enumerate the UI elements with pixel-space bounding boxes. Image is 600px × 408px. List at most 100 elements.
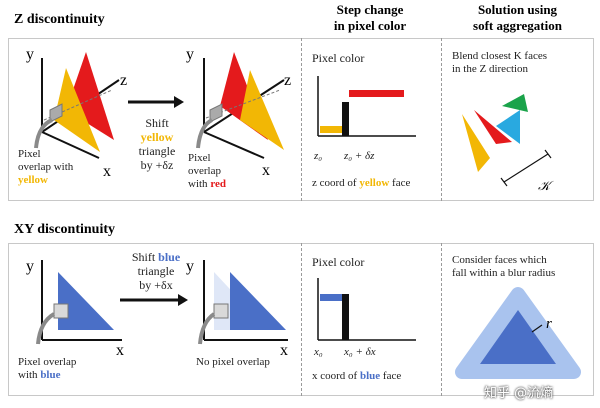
xy-shift-label: Shift blue triangle by +δx: [116, 250, 196, 292]
xy-soft-text: Consider faces which fall within a blur …: [452, 254, 555, 280]
z-panel2-x-axis: [203, 131, 265, 159]
z-step-tick0: z₀: [314, 150, 323, 162]
xy-step-xlabel-post: face: [380, 370, 402, 382]
z-panel1-x-label: x: [103, 163, 111, 180]
xy-panel1-callout: [36, 312, 56, 345]
z-soft-cyan-face: [496, 110, 520, 144]
z-divider-1: [301, 38, 302, 201]
z-divider-2: [441, 38, 442, 201]
xy-panel1-caption: Pixel overlap with blue: [18, 356, 76, 382]
xy-shift-l3: by +δx: [139, 278, 173, 292]
xy-divider-2: [441, 243, 442, 396]
xy-step-ylabel: Pixel color: [312, 255, 365, 269]
xy-soft-blue-triangle: [480, 310, 556, 364]
step-change-header: Step change in pixel color: [300, 2, 440, 34]
xy-soft-l2: fall within a blur radius: [452, 267, 556, 279]
xy-panel1-blue-triangle: [58, 272, 114, 330]
soft-aggregation-header: Solution using soft aggregation: [445, 2, 590, 34]
xy-panel1-caption-l2-pre: with: [18, 369, 41, 381]
z-panel1-yellow-triangle: [54, 68, 100, 152]
xy-panel2-callout: [198, 312, 216, 345]
xy-step-xlabel-pre: x coord of: [312, 370, 360, 382]
xy-panel2-pixel: [213, 303, 229, 319]
z-shift-l1: Shift: [145, 116, 169, 130]
z-shift-l3: triangle: [138, 144, 176, 158]
xy-panel2-blue-triangle: [230, 272, 286, 330]
z-step-red-level: [349, 90, 404, 97]
z-panel2-caption-l3-pre: with: [188, 178, 211, 190]
xy-step-plot: [317, 278, 416, 341]
z-soft-k-label: 𝒦: [538, 178, 551, 193]
z-panel2-x-label: x: [262, 162, 270, 179]
z-soft-diagram: [462, 94, 552, 187]
z-step-xlabel-col: yellow: [359, 177, 390, 189]
z-panel2-yellow-triangle: [240, 70, 284, 150]
z-step-xlabel-post: face: [389, 177, 411, 189]
xy-panel1-caption-l2-col: blue: [40, 369, 61, 381]
z-step-xlabel: z coord of yellow face: [312, 177, 410, 190]
xy-panel2-x-label: x: [280, 342, 288, 359]
z-soft-k-tick1: [500, 177, 508, 187]
xy-divider-1: [301, 243, 302, 396]
z-shift-arrow: [128, 96, 184, 108]
z-step-yellow-level: [320, 126, 342, 133]
z-panel1-pixel: [49, 103, 63, 123]
soft-aggregation-header-line1: Solution using: [477, 2, 558, 17]
z-soft-yellow-face: [462, 114, 490, 172]
xy-section-title: XY discontinuity: [14, 222, 116, 237]
xy-step-tick1: x₀ + δx: [344, 346, 376, 358]
z-panel1-caption-l1: Pixel: [18, 148, 41, 160]
xy-panel1-diagram: [36, 260, 122, 345]
xy-panel2-diagram: [198, 260, 288, 345]
z-shift-label: Shift yellow triangle by +δz: [122, 116, 192, 172]
xy-panel1-y-label: y: [26, 258, 34, 275]
z-panel1-caption-l2: overlap with: [18, 161, 74, 173]
z-panel2-caption: Pixel overlap with red: [188, 152, 226, 191]
xy-panel2-y-label: y: [186, 258, 194, 275]
z-soft-l2: in the Z direction: [452, 63, 529, 75]
z-panel2-pixel: [209, 103, 223, 123]
z-step-tick1: z₀ + δz: [344, 150, 375, 162]
z-section-title: Z discontinuity: [14, 12, 105, 27]
z-panel1-y-label: y: [26, 46, 34, 63]
xy-panel1-pixel: [53, 303, 69, 319]
z-panel1-caption-l3: yellow: [18, 174, 48, 186]
xy-panel2-caption: No pixel overlap: [196, 356, 270, 368]
z-panel2-caption-l2: overlap: [188, 165, 221, 177]
xy-panel1-x-label: x: [116, 342, 124, 359]
xy-soft-r-label: r: [546, 316, 552, 332]
z-step-ylabel: Pixel color: [312, 51, 365, 65]
z-panel2-z-label: z: [284, 72, 292, 89]
z-soft-red-face: [474, 110, 512, 144]
z-panel1-red-triangle: [66, 52, 114, 140]
z-panel1-callout: [34, 118, 53, 149]
z-panel1-diagram: [34, 52, 120, 159]
step-change-header-line1: Step change: [336, 2, 404, 17]
z-shift-l4: by +δz: [140, 158, 174, 172]
z-shift-l2: yellow: [140, 130, 174, 144]
xy-step-xlabel-col: blue: [359, 370, 381, 382]
z-panel2-y-label: y: [186, 46, 194, 63]
z-panel2-diagram: [196, 52, 285, 159]
z-soft-text: Blend closest K faces in the Z direction: [452, 50, 547, 76]
watermark: 知乎 @流熵: [484, 386, 554, 401]
z-panel2-callout: [196, 118, 214, 149]
z-panel1-caption: Pixel overlap with yellow: [18, 148, 73, 187]
z-soft-k-tick2: [544, 149, 552, 159]
soft-aggregation-header-line2: soft aggregation: [473, 18, 562, 33]
z-panel1-z-label: z: [120, 72, 128, 89]
z-soft-green-face: [502, 94, 528, 112]
z-step-black-bar: [342, 102, 349, 136]
xy-step-tick0: x₀: [314, 346, 323, 358]
xy-shift-l2: triangle: [137, 264, 175, 278]
xy-step-blue-level: [320, 294, 342, 301]
xy-soft-diagram: [455, 287, 581, 379]
step-change-header-line2: in pixel color: [333, 18, 407, 33]
xy-soft-l1: Consider faces which: [452, 254, 547, 266]
xy-soft-radius-line: [531, 324, 543, 333]
z-step-plot: [317, 76, 416, 137]
z-panel2-ray: [205, 89, 281, 119]
xy-step-black-bar: [342, 294, 349, 340]
xy-step-xlabel: x coord of blue face: [312, 370, 401, 383]
z-step-xlabel-pre: z coord of: [312, 177, 360, 189]
